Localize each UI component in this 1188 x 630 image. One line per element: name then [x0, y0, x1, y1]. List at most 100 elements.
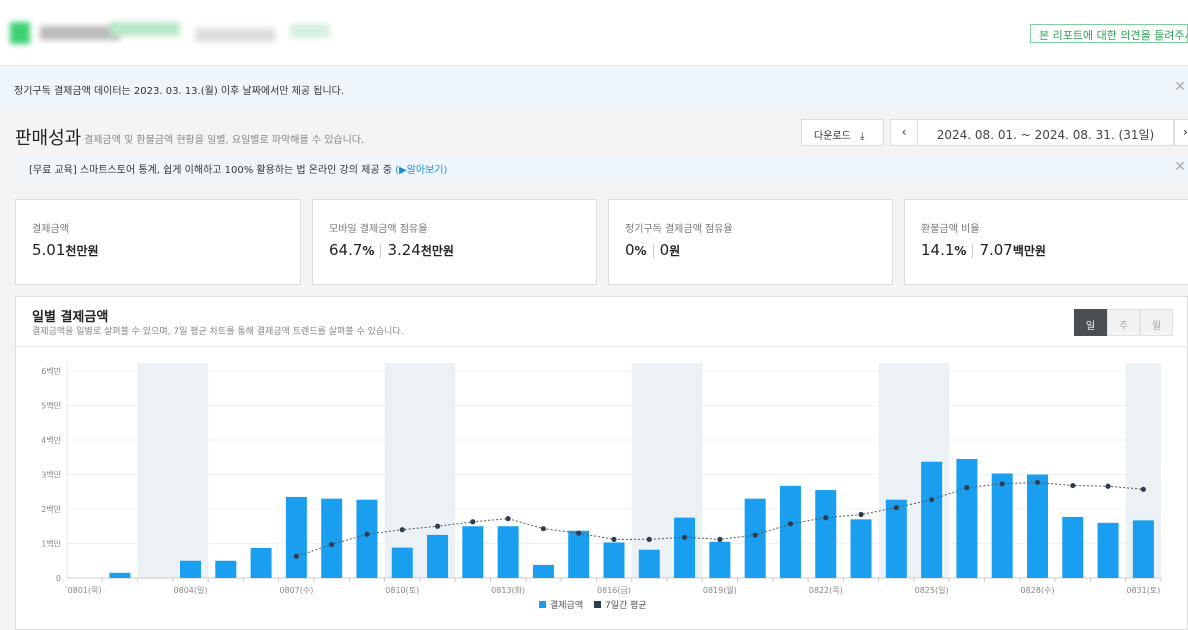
avg-point — [681, 534, 688, 540]
y-tick-label: 3백만 — [41, 470, 61, 480]
card-unit: 천만원 — [420, 244, 454, 258]
avg-point — [1034, 479, 1041, 486]
card-mobile-share: 모바일 결제금액 점유율 64.7% 3.24천만원 — [312, 199, 597, 285]
date-range-picker[interactable]: 2024. 08. 01. ~ 2024. 08. 31. (31일) — [917, 119, 1174, 146]
y-tick-label: 2백만 — [41, 504, 61, 514]
x-tick-label: 0816(금) — [597, 586, 631, 595]
download-icon: ⤓ — [860, 131, 865, 142]
card-unit: 천만원 — [65, 244, 99, 258]
divider — [15, 346, 1188, 347]
divider — [380, 243, 382, 258]
x-tick-label: 0822(목) — [809, 586, 843, 595]
bar — [321, 498, 343, 578]
bar — [815, 490, 837, 578]
avg-point — [505, 516, 511, 522]
weekend-band — [631, 363, 667, 578]
legend-bar-label: 결제금액 — [550, 599, 583, 611]
y-tick-label: 4백만 — [41, 435, 61, 445]
bar — [921, 461, 943, 578]
x-tick-label: 0801(목) — [68, 586, 102, 595]
card-value: 0 — [659, 241, 670, 259]
notice-banner: 정기구독 결제금액 데이터는 2023. 03. 13.(월) 이후 날짜에서만… — [0, 67, 1188, 109]
close-icon[interactable]: ✕ — [1174, 79, 1186, 95]
avg-point — [893, 505, 899, 511]
legend-line-label: 7일간 평균 — [605, 600, 647, 611]
page-subtitle: 결제금액 및 환불금액 현황을 일별, 요일별로 파악해볼 수 있습니다. — [84, 135, 365, 146]
avg-point — [364, 531, 370, 537]
card-subscription-share: 정기구독 결제금액 점유율 0% 0원 — [608, 199, 893, 285]
avg-point — [576, 530, 582, 536]
card-value: 3.24 — [387, 241, 421, 259]
legend-line-swatch — [594, 601, 601, 608]
avg-point — [1105, 483, 1111, 489]
y-tick-label: 0 — [56, 574, 61, 583]
card-pct-unit: % — [362, 244, 375, 258]
weekend-band — [172, 363, 209, 578]
next-period-button[interactable]: › — [1174, 119, 1188, 146]
avg-point — [646, 536, 652, 542]
avg-point — [752, 532, 758, 538]
bar — [1132, 520, 1154, 578]
y-tick-label: 1백만 — [41, 539, 61, 549]
bar — [250, 547, 272, 578]
top-header — [0, 0, 1188, 66]
segment-week[interactable]: 주 — [1107, 309, 1140, 336]
card-label: 모바일 결제금액 점유율 — [329, 224, 428, 235]
page-title: 판매성과 — [15, 128, 82, 149]
bar — [603, 542, 625, 578]
bar — [674, 517, 696, 578]
x-tick-label: 0810(토) — [385, 586, 419, 595]
bar — [709, 541, 731, 578]
card-refund-ratio: 환불금액 비율 14.1% 7.07백만원 — [904, 199, 1188, 285]
x-tick-label: 0819(월) — [703, 585, 737, 595]
avg-point — [999, 481, 1005, 487]
bar — [215, 560, 237, 578]
y-tick-label: 5백만 — [41, 401, 61, 411]
bar — [497, 526, 519, 578]
card-value: 5.01 — [32, 241, 66, 259]
card-value: 7.07 — [979, 241, 1013, 259]
notice-text: 정기구독 결제금액 데이터는 2023. 03. 13.(월) 이후 날짜에서만… — [14, 86, 345, 97]
bar — [532, 564, 554, 578]
avg-point — [964, 485, 970, 491]
bar — [568, 530, 590, 578]
segment-month[interactable]: 월 — [1140, 309, 1173, 336]
learn-more-link[interactable]: (▶알아보기) — [395, 165, 448, 176]
avg-point — [1070, 482, 1076, 489]
card-unit: 백만원 — [1012, 244, 1046, 258]
card-unit: 원 — [669, 244, 681, 258]
x-tick-label: 0807(수) — [279, 586, 313, 595]
close-icon[interactable]: ✕ — [1174, 159, 1186, 175]
avg-point — [329, 541, 335, 548]
download-label: 다운로드 — [814, 131, 851, 142]
bar — [991, 473, 1013, 578]
avg-point — [823, 515, 829, 521]
segment-day[interactable]: 일 — [1074, 309, 1107, 336]
bar — [779, 485, 801, 578]
avg-point — [787, 521, 794, 527]
weekend-band — [384, 363, 420, 578]
card-label: 결제금액 — [32, 224, 69, 235]
chart-title: 일별 결제금액 — [32, 310, 109, 325]
legend-bar-swatch — [539, 601, 546, 608]
avg-point — [434, 523, 441, 529]
bar — [744, 498, 766, 578]
education-text: [무료 교육] 스마트스토어 통계, 쉽게 이해하고 100% 활용하는 법 온… — [29, 165, 392, 176]
bar — [427, 534, 449, 578]
bar — [1026, 474, 1048, 578]
bar — [109, 572, 131, 578]
avg-point — [717, 536, 723, 542]
bar — [956, 458, 978, 578]
card-pct: 14.1 — [921, 241, 955, 259]
card-label: 정기구독 결제금액 점유율 — [625, 224, 733, 235]
avg-point — [293, 553, 299, 559]
bar — [885, 499, 907, 578]
avg-point — [399, 527, 405, 533]
x-tick-label: 0825(일) — [915, 586, 949, 595]
x-tick-label: 0831(토) — [1126, 586, 1160, 595]
card-pct-unit: % — [634, 244, 647, 258]
bar — [391, 547, 413, 578]
avg-point — [611, 536, 617, 542]
download-button[interactable]: 다운로드 ⤓ — [801, 119, 884, 146]
card-payment-amount: 결제금액 5.01천만원 — [15, 199, 301, 285]
